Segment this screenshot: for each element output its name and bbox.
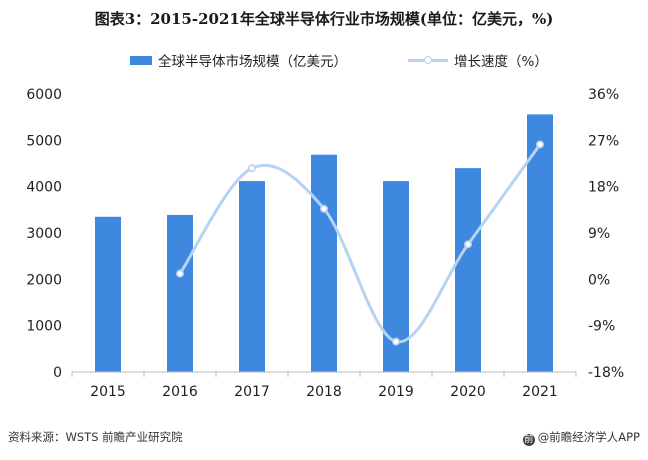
legend-item-line: 增长速度（%） (408, 50, 548, 70)
growth-point-2017 (248, 164, 257, 173)
growth-point-2020 (463, 240, 472, 249)
bar-2018 (311, 154, 337, 372)
growth-line (178, 142, 542, 344)
legend-label-bar: 全球半导体市场规模（亿美元） (158, 54, 347, 70)
bar-2015 (95, 216, 121, 372)
y-right-tick-label: 18% (588, 180, 619, 196)
brand-logo-icon: 前 (522, 434, 535, 446)
y-right-tick-label: -9% (588, 319, 615, 335)
y-left-tick-label: 3000 (26, 226, 62, 242)
x-tick-label-2018: 2018 (306, 384, 342, 400)
legend-swatch-bar (130, 55, 152, 65)
y-left-tick-label: 2000 (26, 272, 62, 288)
source-note: 资料来源：WSTS 前瞻产业研究院 (8, 430, 183, 444)
x-tick-label-2016: 2016 (162, 384, 198, 400)
bar-2017 (239, 181, 265, 372)
legend-item-bar: 全球半导体市场规模（亿美元） (130, 50, 347, 70)
x-tick-label-2019: 2019 (378, 384, 414, 400)
y-left-tick-label: 1000 (26, 319, 62, 335)
growth-point-2019 (391, 337, 400, 346)
legend: 全球半导体市场规模（亿美元） 增长速度（%） (0, 50, 648, 70)
growth-point-2016 (176, 269, 185, 278)
bar-2020 (455, 168, 481, 372)
chart-title: 图表3：2015-2021年全球半导体行业市场规模(单位：亿美元，%) (94, 10, 554, 28)
brand-text: @前瞻经济学人APP (537, 430, 640, 444)
x-tick-label-2021: 2021 (522, 384, 558, 400)
legend-label-line: 增长速度（%） (454, 54, 548, 70)
legend-swatch-line (408, 55, 448, 65)
bar-2016 (167, 214, 193, 372)
y-right-tick-label: 27% (588, 133, 619, 149)
y-left-tick-label: 5000 (26, 133, 62, 149)
y-right-tick-label: 0% (588, 272, 610, 288)
x-tick-label-2017: 2017 (234, 384, 270, 400)
brand-credit: 前 @前瞻经济学人APP (522, 429, 640, 446)
growth-point-2021 (535, 140, 544, 149)
y-right-tick-label: 36% (588, 87, 619, 103)
y-right-tick-label: 9% (588, 226, 610, 242)
y-left-tick-label: 4000 (26, 180, 62, 196)
y-left-tick-label: 6000 (26, 87, 62, 103)
bar-2021 (527, 114, 553, 373)
x-tick-label-2020: 2020 (450, 384, 486, 400)
growth-point-2018 (319, 204, 328, 213)
y-right-tick-label: -18% (588, 365, 624, 381)
x-tick-label-2015: 2015 (90, 384, 126, 400)
y-left-tick-label: 0 (53, 365, 62, 381)
